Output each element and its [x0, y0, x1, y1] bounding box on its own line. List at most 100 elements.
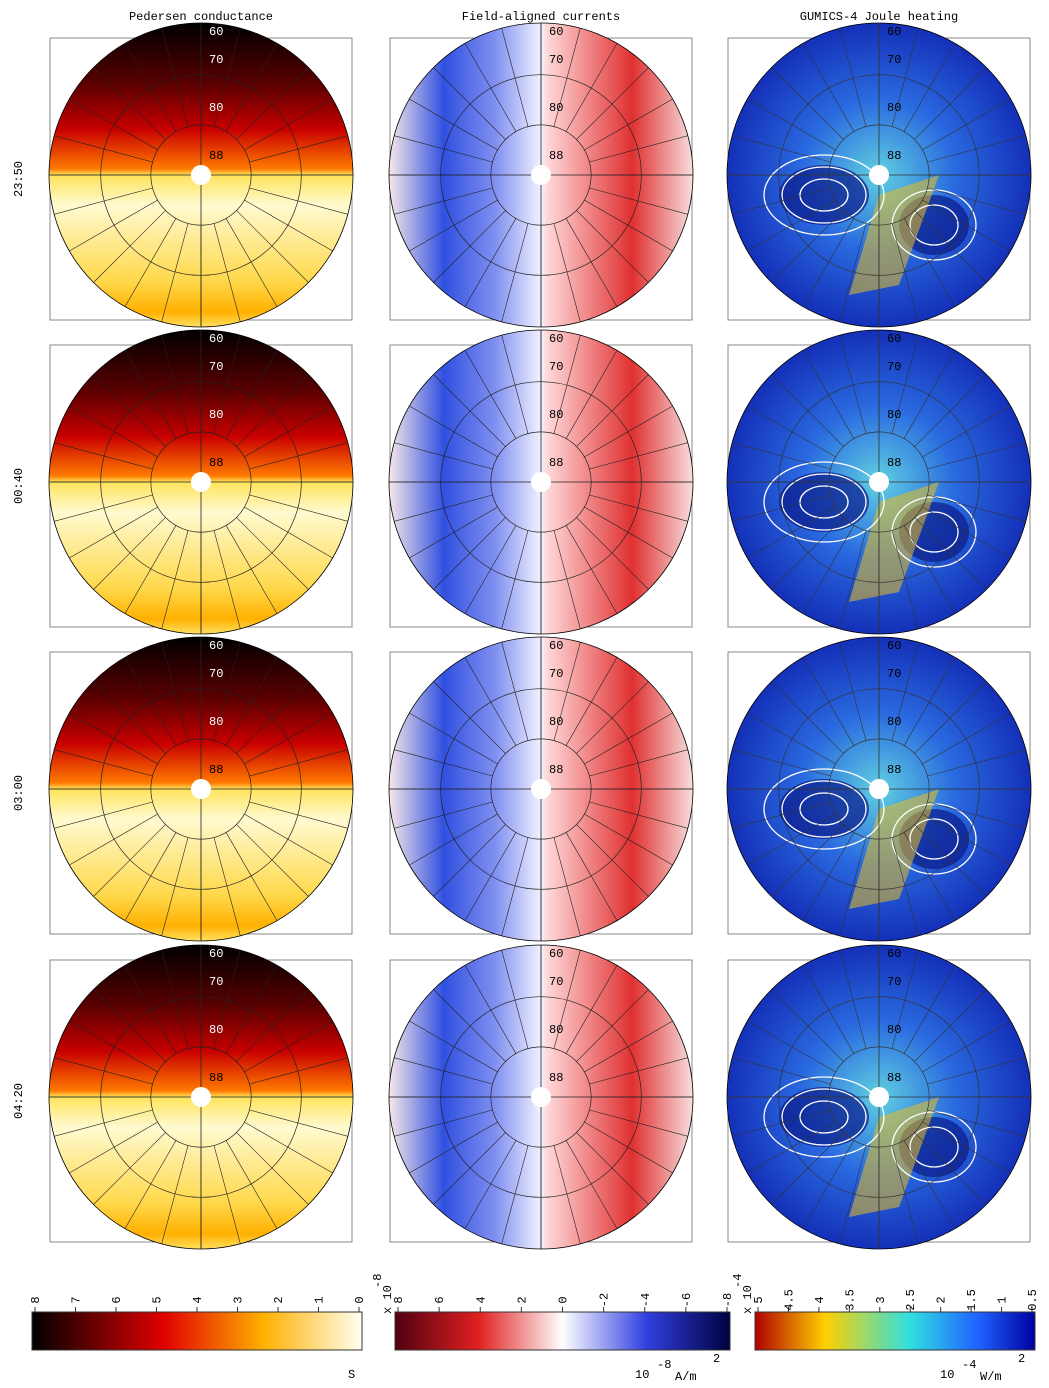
- meridian: [501, 335, 529, 434]
- meridian: [54, 1109, 153, 1137]
- meridian: [927, 749, 1026, 777]
- pole: [869, 1087, 889, 1107]
- meridian: [747, 506, 836, 559]
- meridian: [891, 28, 919, 127]
- meridian: [225, 350, 278, 439]
- meridian: [584, 199, 673, 252]
- column-title: Field-aligned currents: [462, 10, 620, 24]
- meridian: [93, 1132, 166, 1205]
- meridian: [565, 657, 618, 746]
- latitude-label: 70: [887, 667, 901, 681]
- meridian: [54, 749, 153, 777]
- meridian: [225, 1140, 278, 1229]
- meridian: [891, 1145, 919, 1244]
- latitude-label: 60: [209, 947, 223, 961]
- meridian: [771, 210, 844, 283]
- latitude-label: 80: [549, 1023, 563, 1037]
- pole: [869, 165, 889, 185]
- meridian: [922, 712, 1011, 765]
- meridian: [501, 223, 529, 322]
- latitude-label: 60: [549, 947, 563, 961]
- pole: [531, 779, 551, 799]
- meridian: [394, 1109, 493, 1137]
- meridian: [553, 28, 581, 127]
- latitude-label: 80: [209, 408, 223, 422]
- colorbar-tick-label: 5: [752, 1296, 766, 1303]
- meridian: [927, 442, 1026, 470]
- potential-contour: [909, 511, 959, 553]
- meridian: [236, 517, 309, 590]
- meridian: [236, 824, 309, 897]
- potential-contour: [909, 204, 959, 246]
- meridian: [565, 1140, 618, 1229]
- potential-contour: [763, 461, 885, 543]
- meridian: [409, 199, 498, 252]
- meridian: [576, 517, 649, 590]
- meridian: [553, 837, 581, 936]
- meridian: [802, 1140, 855, 1229]
- potential-contour: [763, 1076, 885, 1158]
- heating-blob: [779, 472, 869, 532]
- pole: [531, 1087, 551, 1107]
- colorbar-tick-label: 1: [996, 1296, 1010, 1303]
- potential-contour: [799, 178, 849, 212]
- meridian: [802, 350, 855, 439]
- meridian: [565, 525, 618, 614]
- meridian: [903, 525, 956, 614]
- meridian: [225, 965, 278, 1054]
- pole: [191, 165, 211, 185]
- row-label: 00:40: [12, 468, 26, 504]
- meridian: [747, 1121, 836, 1174]
- meridian: [249, 494, 348, 522]
- colorbar-tick-label: -8: [721, 1293, 735, 1307]
- meridian: [927, 801, 1026, 829]
- latitude-label: 80: [549, 715, 563, 729]
- colorbar-tick-label: -2: [598, 1293, 612, 1307]
- latitude-label: 60: [887, 639, 901, 653]
- meridian: [576, 210, 649, 283]
- meridian: [927, 187, 1026, 215]
- colorbar-tick-label: -4: [639, 1293, 653, 1307]
- meridian: [553, 530, 581, 629]
- meridian: [433, 210, 506, 283]
- potential-contour: [799, 792, 849, 826]
- meridian: [124, 832, 177, 921]
- meridian: [927, 1109, 1026, 1137]
- latitude-label: 88: [887, 456, 901, 470]
- meridian: [464, 1140, 517, 1229]
- latitude-label: 70: [209, 667, 223, 681]
- meridian: [244, 405, 333, 458]
- meridian: [732, 187, 831, 215]
- meridian: [394, 494, 493, 522]
- meridian: [409, 1121, 498, 1174]
- latitude-label: 88: [209, 149, 223, 163]
- meridian: [584, 506, 673, 559]
- meridian: [249, 187, 348, 215]
- meridian: [213, 837, 241, 936]
- meridian: [394, 135, 493, 163]
- meridian: [464, 350, 517, 439]
- colorbar-tick-label: 2: [935, 1296, 949, 1303]
- latitude-label: 88: [887, 1071, 901, 1085]
- latitude-label: 60: [209, 25, 223, 39]
- latitude-label: 80: [887, 715, 901, 729]
- meridian: [553, 1145, 581, 1244]
- meridian: [553, 642, 581, 741]
- meridian: [576, 374, 649, 447]
- meridian: [771, 989, 844, 1062]
- latitude-label: 88: [887, 763, 901, 777]
- meridian: [54, 187, 153, 215]
- meridian: [771, 824, 844, 897]
- colorbar-multiplier: x 10: [741, 1285, 755, 1314]
- meridian: [124, 350, 177, 439]
- meridian: [93, 210, 166, 283]
- potential-contour: [763, 154, 885, 236]
- meridian: [409, 405, 498, 458]
- meridian: [433, 1132, 506, 1205]
- colorbar-unit-exp: -8: [657, 1358, 671, 1372]
- pole: [191, 472, 211, 492]
- meridian: [249, 1057, 348, 1085]
- meridian: [394, 1057, 493, 1085]
- meridian: [565, 218, 618, 307]
